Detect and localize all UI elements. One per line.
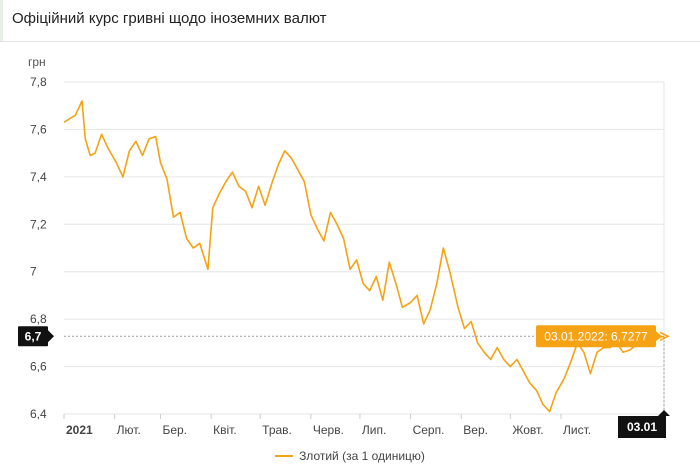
- x-tick-label: Серп.: [413, 423, 445, 437]
- x-tick-label: Бер.: [162, 423, 187, 437]
- x-tick-label: Лип.: [362, 423, 386, 437]
- x-tick-label: 2021: [66, 423, 93, 437]
- x-tick-label: Вер.: [463, 423, 488, 437]
- crosshair-overlay: 6,7 03.01 03.01.2022: 6,7277: [18, 325, 670, 438]
- y-tick-label: 6,6: [30, 360, 47, 374]
- x-tick-label: Трав.: [262, 423, 292, 437]
- legend-swatch: [275, 454, 294, 457]
- y-tick-label: 6,8: [30, 312, 47, 326]
- crosshair-x-label: 03.01: [627, 420, 657, 434]
- y-tick-label: 7,4: [30, 170, 47, 184]
- crosshair-y-badge: [18, 326, 48, 347]
- page-header: Офіційний курс гривні щодо іноземних вал…: [0, 0, 700, 42]
- series-layer: [63, 100, 665, 413]
- x-tick-label: Квіт.: [213, 423, 237, 437]
- crosshair-x-badge-arrow: [658, 410, 670, 416]
- tooltip-arrow: [656, 331, 662, 342]
- crosshair-y-badge-arrow: [48, 330, 54, 343]
- axes: грн 7,8 7,6 7,4 7,2 7 6,8 6,6 6,4 2021 Лют. Бер. Кві…: [28, 55, 591, 437]
- grid-lines: [64, 81, 665, 415]
- x-tick-label: Лют.: [117, 423, 141, 437]
- y-tick-label: 7: [30, 265, 37, 279]
- tooltip-text: 03.01.2022: 6,7277: [544, 329, 648, 343]
- page-title: Офіційний курс гривні щодо іноземних вал…: [12, 10, 327, 27]
- series-line: [63, 100, 665, 413]
- legend-label: Злотий (за 1 одиницю): [299, 448, 425, 463]
- y-tick-label: 6,4: [30, 407, 47, 421]
- chart-legend[interactable]: Злотий (за 1 одиницю): [0, 448, 700, 468]
- crosshair-x-badge: [618, 416, 666, 438]
- x-tick-label: Лист.: [563, 423, 591, 437]
- tooltip-box: [536, 325, 656, 348]
- crosshair-y-label: 6,7: [25, 329, 42, 343]
- hover-marker: [659, 331, 670, 341]
- header-accent-bar: [0, 0, 3, 41]
- y-tick-label: 7,2: [30, 217, 47, 231]
- exchange-rate-chart[interactable]: грн 7,8 7,6 7,4 7,2 7 6,8 6,6 6,4 2021 Лют. Бер. Кві…: [0, 42, 700, 448]
- y-tick-label: 7,8: [30, 75, 47, 89]
- y-axis-label: грн: [28, 55, 46, 69]
- x-tick-label: Черв.: [313, 423, 344, 437]
- x-tick-label: Жовт.: [512, 423, 543, 437]
- y-tick-label: 7,6: [30, 122, 47, 136]
